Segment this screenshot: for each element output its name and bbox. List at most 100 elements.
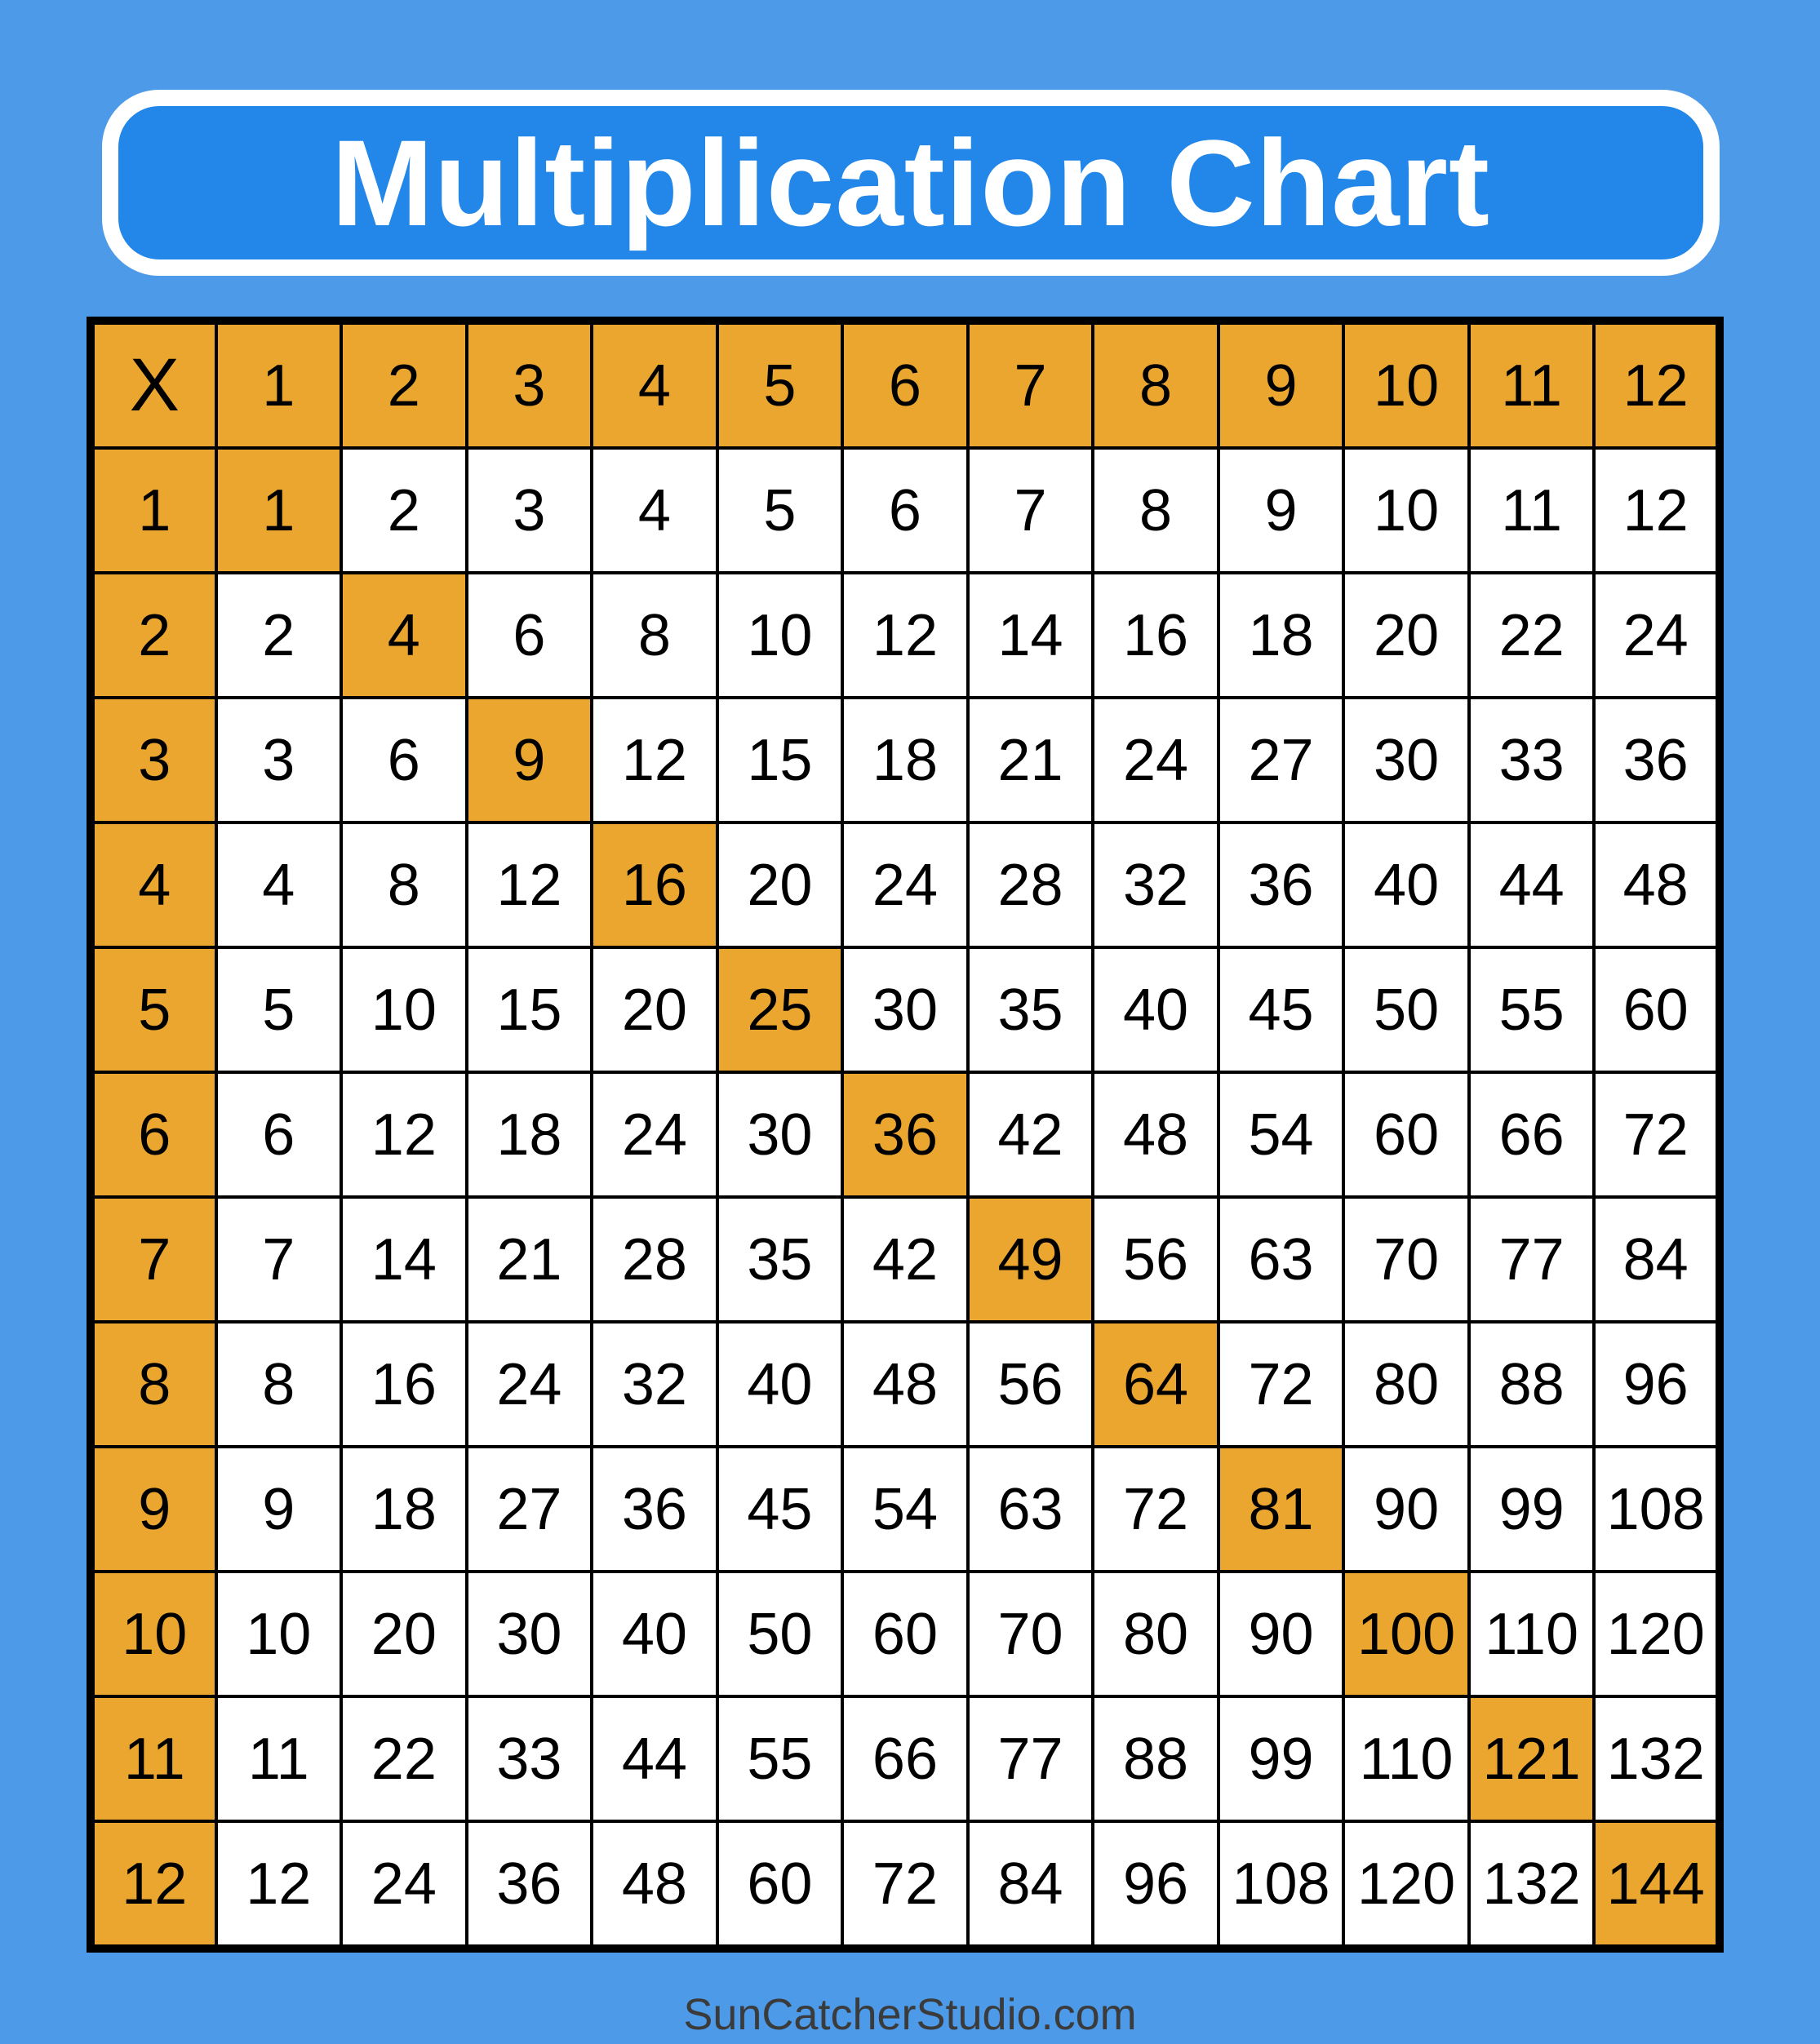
corner-cell: X (89, 319, 218, 450)
product-cell: 10 (214, 1570, 344, 1698)
product-cell: 44 (1467, 821, 1596, 949)
column-header-cell: 8 (1091, 319, 1220, 450)
product-cell: 20 (715, 821, 845, 949)
product-cell: 18 (464, 1071, 594, 1199)
product-cell: 21 (464, 1195, 594, 1324)
product-cell: 40 (1091, 946, 1220, 1074)
row-header-cell: 11 (89, 1695, 218, 1823)
product-cell: 27 (1216, 696, 1346, 824)
product-cell: 35 (965, 946, 1095, 1074)
product-cell: 70 (965, 1570, 1095, 1698)
product-cell: 60 (1342, 1071, 1471, 1199)
product-cell: 20 (1342, 571, 1471, 699)
diagonal-product-cell: 100 (1342, 1570, 1471, 1698)
product-cell: 45 (715, 1445, 845, 1573)
product-cell: 63 (1216, 1195, 1346, 1324)
product-cell: 32 (590, 1320, 719, 1448)
product-cell: 12 (464, 821, 594, 949)
product-cell: 108 (1216, 1820, 1346, 1950)
row-header-cell: 8 (89, 1320, 218, 1448)
product-cell: 132 (1592, 1695, 1721, 1823)
product-cell: 5 (715, 446, 845, 574)
product-cell: 27 (464, 1445, 594, 1573)
table-row: 2 2 4 6 8 10 12 14 16 18 20 22 24 (89, 571, 1721, 699)
header-row: X 1 2 3 4 5 6 7 8 9 10 11 12 (89, 319, 1721, 450)
diagonal-product-cell: 1 (214, 446, 344, 574)
table-row: 1 1 2 3 4 5 6 7 8 9 10 11 12 (89, 446, 1721, 574)
product-cell: 60 (1592, 946, 1721, 1074)
product-cell: 12 (1592, 446, 1721, 574)
product-cell: 9 (214, 1445, 344, 1573)
product-cell: 4 (214, 821, 344, 949)
product-cell: 77 (965, 1695, 1095, 1823)
column-header-cell: 5 (715, 319, 845, 450)
column-header-cell: 7 (965, 319, 1095, 450)
product-cell: 24 (841, 821, 970, 949)
table-row: 9 9 18 27 36 45 54 63 72 81 90 99 108 (89, 1445, 1721, 1573)
product-cell: 36 (1216, 821, 1346, 949)
product-cell: 48 (590, 1820, 719, 1950)
product-cell: 11 (214, 1695, 344, 1823)
product-cell: 40 (715, 1320, 845, 1448)
column-header-cell: 2 (340, 319, 468, 450)
product-cell: 8 (1091, 446, 1220, 574)
product-cell: 72 (841, 1820, 970, 1950)
product-cell: 30 (715, 1071, 845, 1199)
product-cell: 18 (1216, 571, 1346, 699)
product-cell: 60 (715, 1820, 845, 1950)
diagonal-product-cell: 81 (1216, 1445, 1346, 1573)
product-cell: 50 (715, 1570, 845, 1698)
product-cell: 12 (214, 1820, 344, 1950)
product-cell: 8 (214, 1320, 344, 1448)
diagonal-product-cell: 9 (464, 696, 594, 824)
diagonal-product-cell: 121 (1467, 1695, 1596, 1823)
product-cell: 15 (715, 696, 845, 824)
product-cell: 28 (590, 1195, 719, 1324)
product-cell: 12 (590, 696, 719, 824)
product-cell: 84 (965, 1820, 1095, 1950)
product-cell: 132 (1467, 1820, 1596, 1950)
table-row: 8 8 16 24 32 40 48 56 64 72 80 88 96 (89, 1320, 1721, 1448)
product-cell: 2 (340, 446, 468, 574)
product-cell: 72 (1091, 1445, 1220, 1573)
product-cell: 36 (1592, 696, 1721, 824)
row-header-cell: 2 (89, 571, 218, 699)
table-row: 5 5 10 15 20 25 30 35 40 45 50 55 60 (89, 946, 1721, 1074)
multiplication-table: X 1 2 3 4 5 6 7 8 9 10 11 12 1 1 2 3 4 5 6 7 8 9 10 11 12 2 2 4 6 8 10 1… (87, 317, 1724, 1953)
product-cell: 90 (1216, 1570, 1346, 1698)
product-cell: 21 (965, 696, 1095, 824)
product-cell: 24 (340, 1820, 468, 1950)
product-cell: 10 (1342, 446, 1471, 574)
column-header-cell: 9 (1216, 319, 1346, 450)
row-header-cell: 5 (89, 946, 218, 1074)
product-cell: 15 (464, 946, 594, 1074)
product-cell: 20 (590, 946, 719, 1074)
product-cell: 18 (340, 1445, 468, 1573)
product-cell: 10 (715, 571, 845, 699)
product-cell: 77 (1467, 1195, 1596, 1324)
product-cell: 36 (464, 1820, 594, 1950)
product-cell: 6 (841, 446, 970, 574)
product-cell: 110 (1342, 1695, 1471, 1823)
product-cell: 90 (1342, 1445, 1471, 1573)
product-cell: 16 (1091, 571, 1220, 699)
product-cell: 56 (1091, 1195, 1220, 1324)
product-cell: 72 (1216, 1320, 1346, 1448)
product-cell: 48 (1091, 1071, 1220, 1199)
product-cell: 66 (841, 1695, 970, 1823)
table-row: 3 3 6 9 12 15 18 21 24 27 30 33 36 (89, 696, 1721, 824)
column-header-cell: 12 (1592, 319, 1721, 450)
diagonal-product-cell: 16 (590, 821, 719, 949)
row-header-cell: 6 (89, 1071, 218, 1199)
product-cell: 99 (1216, 1695, 1346, 1823)
product-cell: 72 (1592, 1071, 1721, 1199)
product-cell: 28 (965, 821, 1095, 949)
row-header-cell: 12 (89, 1820, 218, 1950)
column-header-cell: 10 (1342, 319, 1471, 450)
column-header-cell: 3 (464, 319, 594, 450)
table-row: 6 6 12 18 24 30 36 42 48 54 60 66 72 (89, 1071, 1721, 1199)
row-header-cell: 10 (89, 1570, 218, 1698)
product-cell: 24 (1592, 571, 1721, 699)
product-cell: 7 (214, 1195, 344, 1324)
product-cell: 8 (340, 821, 468, 949)
